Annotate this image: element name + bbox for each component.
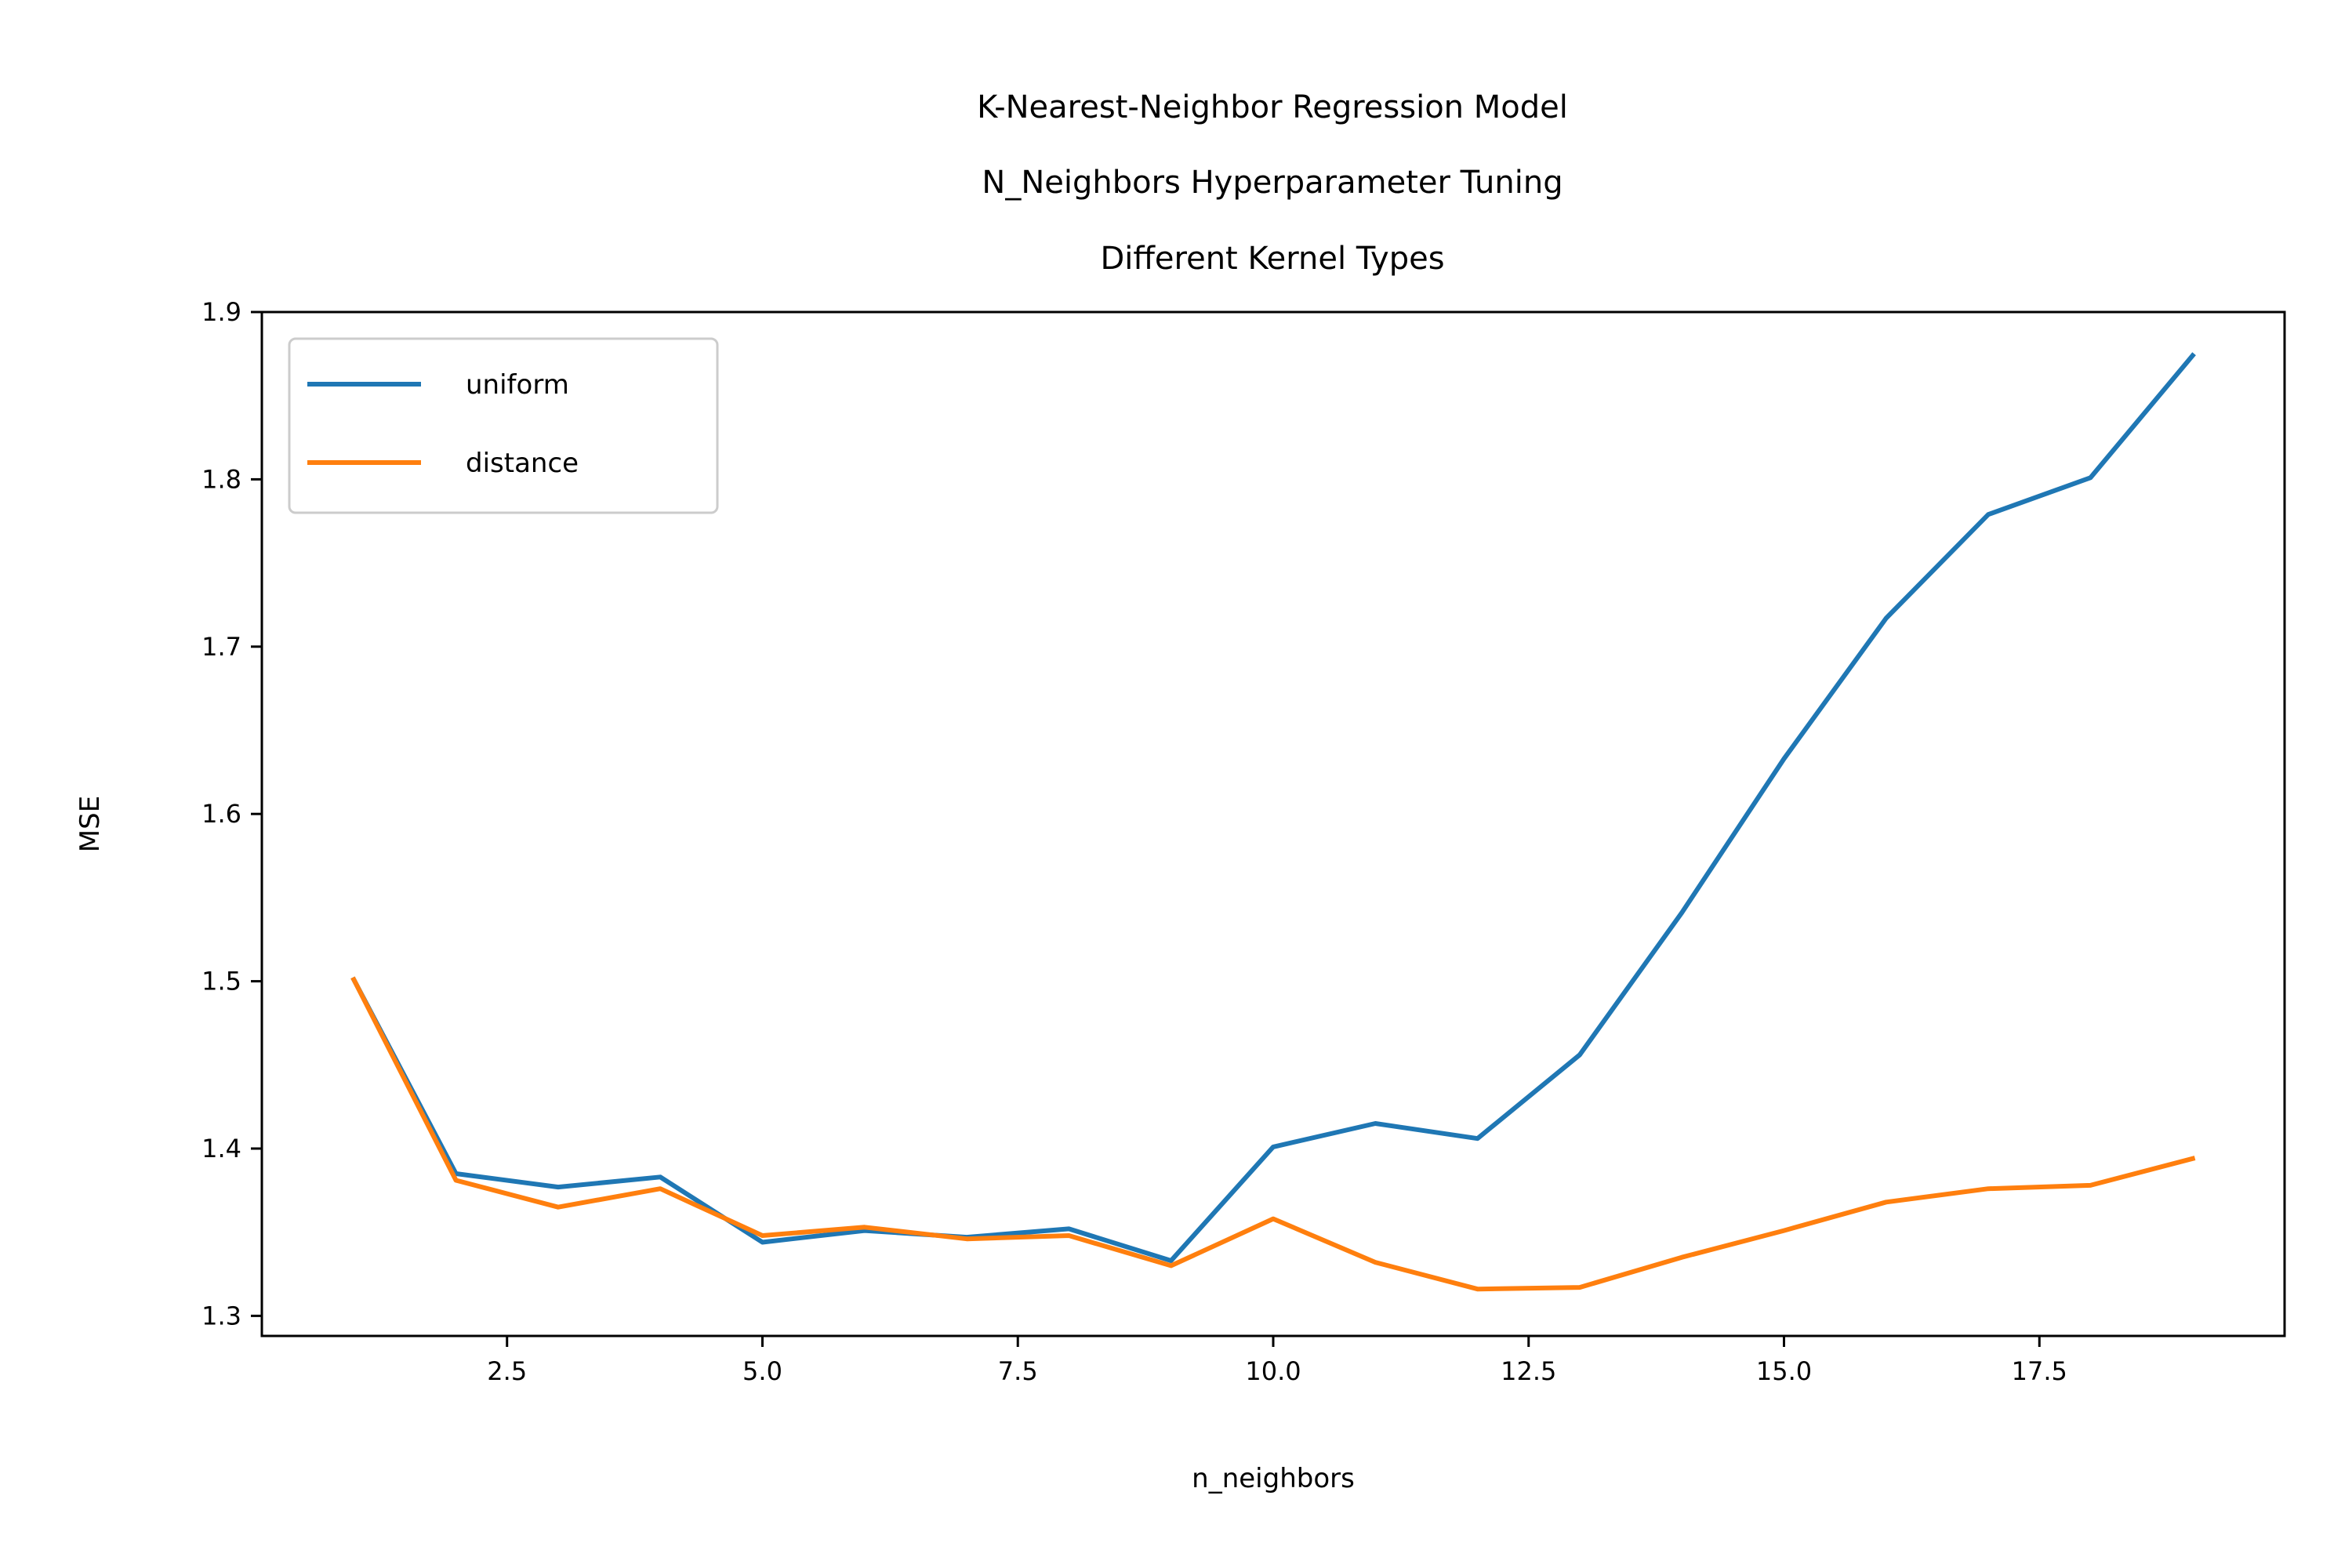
x-tick-label: 10.0 — [1245, 1356, 1301, 1386]
y-tick-label: 1.3 — [201, 1301, 241, 1330]
y-tick-label: 1.4 — [201, 1134, 241, 1163]
x-tick-label: 5.0 — [742, 1356, 782, 1386]
x-axis-ticks: 2.5 5.0 7.5 10.0 12.5 15.0 17.5 — [487, 1336, 2067, 1386]
y-tick-label: 1.7 — [201, 632, 241, 662]
y-tick-label: 1.6 — [201, 799, 241, 829]
chart-title-line-1: K-Nearest-Neighbor Regression Model — [977, 89, 1568, 125]
chart-title-line-2: N_Neighbors Hyperparameter Tuning — [982, 165, 1563, 201]
x-tick-label: 17.5 — [2012, 1356, 2067, 1386]
plot-frame — [260, 310, 2286, 1338]
x-tick-label: 12.5 — [1501, 1356, 1556, 1386]
legend-label-distance: distance — [466, 448, 579, 479]
x-tick-label: 2.5 — [487, 1356, 527, 1386]
x-tick-label: 15.0 — [1756, 1356, 1812, 1386]
y-axis-label: MSE — [74, 796, 106, 852]
legend-box — [288, 337, 719, 514]
y-tick-label: 1.9 — [201, 297, 241, 327]
series-layer — [350, 352, 2196, 1292]
chart-title: K-Nearest-Neighbor Regression Model N_Ne… — [977, 89, 1568, 277]
chart-title-line-3: Different Kernel Types — [1100, 241, 1444, 277]
series-line-uniform — [350, 352, 2196, 1263]
x-tick-label: 7.5 — [998, 1356, 1038, 1386]
x-axis-label: n_neighbors — [1192, 1463, 1355, 1494]
legend: uniform distance — [288, 337, 719, 514]
legend-label-uniform: uniform — [466, 369, 569, 401]
y-axis-ticks: 1.3 1.4 1.5 1.6 1.7 1.8 1.9 — [201, 297, 262, 1330]
y-tick-label: 1.8 — [201, 464, 241, 494]
y-tick-label: 1.5 — [201, 967, 241, 996]
series-line-distance — [350, 976, 2196, 1292]
